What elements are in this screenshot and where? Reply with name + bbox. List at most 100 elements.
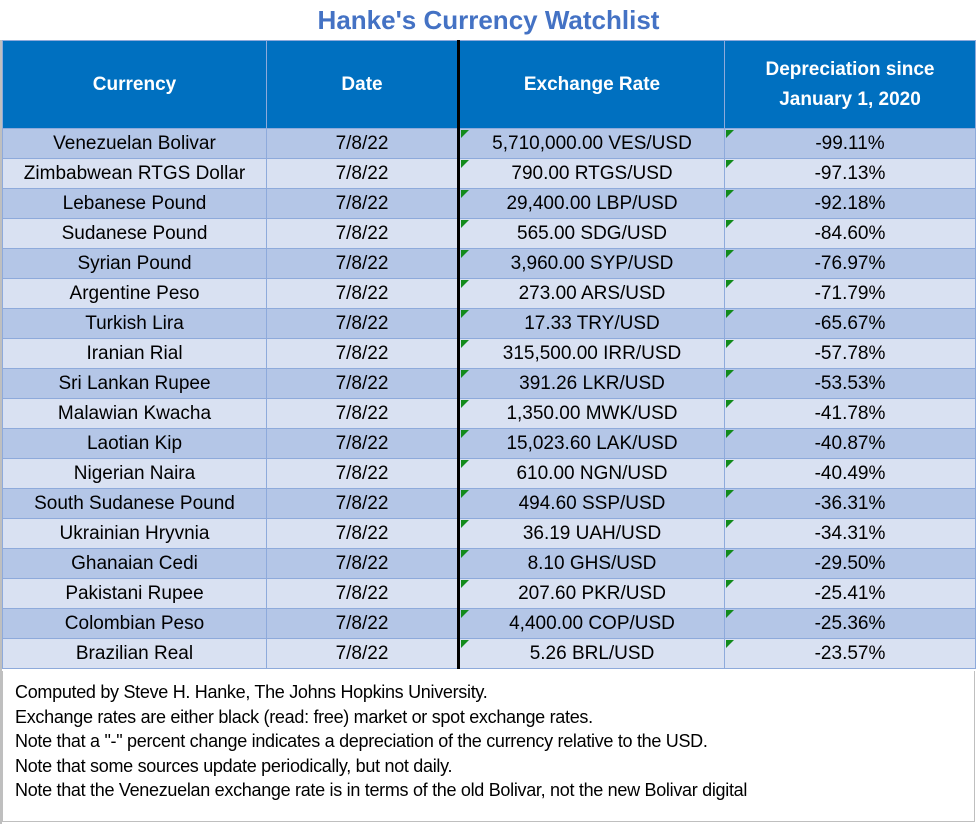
- cell-currency[interactable]: Sudanese Pound: [2, 218, 267, 249]
- cell-date-text: 7/8/22: [335, 253, 389, 274]
- cell-depreciation[interactable]: -29.50%: [724, 548, 976, 579]
- cell-date[interactable]: 7/8/22: [266, 428, 459, 459]
- error-indicator-icon: [726, 160, 734, 168]
- error-indicator-icon: [726, 520, 734, 528]
- note-line: Note that a "-" percent change indicates…: [15, 731, 708, 751]
- cell-exchange-rate[interactable]: 15,023.60 LAK/USD: [457, 428, 725, 459]
- cell-date[interactable]: 7/8/22: [266, 218, 459, 249]
- cell-date[interactable]: 7/8/22: [266, 278, 459, 309]
- cell-exchange-rate[interactable]: 391.26 LKR/USD: [457, 368, 725, 399]
- error-indicator-icon: [726, 190, 734, 198]
- cell-depreciation[interactable]: -36.31%: [724, 488, 976, 519]
- cell-depreciation[interactable]: -57.78%: [724, 338, 976, 369]
- table-row: Nigerian Naira 7/8/22 610.00 NGN/USD -40.49…: [2, 458, 976, 489]
- cell-exchange-rate[interactable]: 790.00 RTGS/USD: [457, 158, 725, 189]
- cell-date-text: 7/8/22: [335, 433, 389, 454]
- cell-date[interactable]: 7/8/22: [266, 398, 459, 429]
- cell-depreciation[interactable]: -97.13%: [724, 158, 976, 189]
- cell-date[interactable]: 7/8/22: [266, 518, 459, 549]
- error-indicator-icon: [726, 310, 734, 318]
- cell-depreciation[interactable]: -23.57%: [724, 638, 976, 669]
- cell-depreciation-text: -65.67%: [814, 313, 886, 334]
- cell-exchange-rate[interactable]: 29,400.00 LBP/USD: [457, 188, 725, 219]
- cell-exchange-rate[interactable]: 17.33 TRY/USD: [457, 308, 725, 339]
- cell-depreciation-text: -29.50%: [814, 553, 886, 574]
- cell-date[interactable]: 7/8/22: [266, 158, 459, 189]
- cell-exchange-rate[interactable]: 3,960.00 SYP/USD: [457, 248, 725, 279]
- cell-currency[interactable]: Zimbabwean RTGS Dollar: [2, 158, 267, 189]
- cell-date[interactable]: 7/8/22: [266, 188, 459, 219]
- table-row: South Sudanese Pound 7/8/22 494.60 SSP/USD…: [2, 488, 976, 519]
- cell-exchange-rate[interactable]: 273.00 ARS/USD: [457, 278, 725, 309]
- sheet-edge: [0, 40, 2, 824]
- cell-depreciation[interactable]: -92.18%: [724, 188, 976, 219]
- cell-exchange-rate-text: 391.26 LKR/USD: [519, 373, 665, 394]
- cell-currency-text: Malawian Kwacha: [57, 403, 212, 424]
- cell-date-text: 7/8/22: [335, 643, 389, 664]
- cell-date[interactable]: 7/8/22: [266, 128, 459, 159]
- cell-exchange-rate[interactable]: 4,400.00 COP/USD: [457, 608, 725, 639]
- cell-currency[interactable]: Malawian Kwacha: [2, 398, 267, 429]
- cell-depreciation[interactable]: -53.53%: [724, 368, 976, 399]
- cell-currency-text: Syrian Pound: [77, 253, 192, 274]
- table-row: Malawian Kwacha 7/8/22 1,350.00 MWK/USD -41…: [2, 398, 976, 429]
- cell-currency[interactable]: Turkish Lira: [2, 308, 267, 339]
- cell-currency[interactable]: Nigerian Naira: [2, 458, 267, 489]
- cell-currency[interactable]: Sri Lankan Rupee: [2, 368, 267, 399]
- cell-date-text: 7/8/22: [335, 553, 389, 574]
- cell-currency-text: Zimbabwean RTGS Dollar: [23, 163, 246, 184]
- cell-date-text: 7/8/22: [335, 403, 389, 424]
- cell-date[interactable]: 7/8/22: [266, 638, 459, 669]
- cell-date[interactable]: 7/8/22: [266, 458, 459, 489]
- cell-exchange-rate[interactable]: 610.00 NGN/USD: [457, 458, 725, 489]
- cell-depreciation[interactable]: -76.97%: [724, 248, 976, 279]
- cell-exchange-rate-text: 5.26 BRL/USD: [529, 643, 655, 664]
- cell-exchange-rate[interactable]: 5.26 BRL/USD: [457, 638, 725, 669]
- cell-currency[interactable]: Brazilian Real: [2, 638, 267, 669]
- cell-date[interactable]: 7/8/22: [266, 548, 459, 579]
- cell-exchange-rate[interactable]: 207.60 PKR/USD: [457, 578, 725, 609]
- cell-date[interactable]: 7/8/22: [266, 368, 459, 399]
- cell-currency[interactable]: Venezuelan Bolivar: [2, 128, 267, 159]
- cell-exchange-rate[interactable]: 5,710,000.00 VES/USD: [457, 128, 725, 159]
- cell-depreciation[interactable]: -40.49%: [724, 458, 976, 489]
- header-currency[interactable]: Currency: [2, 40, 267, 129]
- cell-currency[interactable]: Syrian Pound: [2, 248, 267, 279]
- cell-depreciation-text: -40.87%: [814, 433, 886, 454]
- header-date[interactable]: Date: [266, 40, 459, 129]
- cell-currency[interactable]: Iranian Rial: [2, 338, 267, 369]
- cell-currency[interactable]: Colombian Peso: [2, 608, 267, 639]
- cell-currency[interactable]: South Sudanese Pound: [2, 488, 267, 519]
- cell-depreciation[interactable]: -84.60%: [724, 218, 976, 249]
- cell-currency[interactable]: Laotian Kip: [2, 428, 267, 459]
- cell-depreciation[interactable]: -25.36%: [724, 608, 976, 639]
- cell-date[interactable]: 7/8/22: [266, 608, 459, 639]
- cell-currency[interactable]: Argentine Peso: [2, 278, 267, 309]
- cell-currency[interactable]: Ukrainian Hryvnia: [2, 518, 267, 549]
- cell-currency[interactable]: Ghanaian Cedi: [2, 548, 267, 579]
- header-depreciation-line1: Depreciation since: [765, 58, 935, 80]
- cell-depreciation[interactable]: -99.11%: [724, 128, 976, 159]
- cell-exchange-rate[interactable]: 565.00 SDG/USD: [457, 218, 725, 249]
- cell-exchange-rate[interactable]: 36.19 UAH/USD: [457, 518, 725, 549]
- header-exchange-rate[interactable]: Exchange Rate: [457, 40, 725, 129]
- cell-depreciation[interactable]: -40.87%: [724, 428, 976, 459]
- cell-exchange-rate[interactable]: 8.10 GHS/USD: [457, 548, 725, 579]
- cell-exchange-rate[interactable]: 1,350.00 MWK/USD: [457, 398, 725, 429]
- cell-date[interactable]: 7/8/22: [266, 488, 459, 519]
- error-indicator-icon: [461, 640, 469, 648]
- cell-date[interactable]: 7/8/22: [266, 338, 459, 369]
- cell-depreciation[interactable]: -25.41%: [724, 578, 976, 609]
- cell-date[interactable]: 7/8/22: [266, 308, 459, 339]
- cell-depreciation[interactable]: -41.78%: [724, 398, 976, 429]
- cell-currency[interactable]: Lebanese Pound: [2, 188, 267, 219]
- cell-date[interactable]: 7/8/22: [266, 578, 459, 609]
- header-depreciation[interactable]: Depreciation since January 1, 2020: [724, 40, 976, 129]
- cell-date[interactable]: 7/8/22: [266, 248, 459, 279]
- cell-exchange-rate[interactable]: 494.60 SSP/USD: [457, 488, 725, 519]
- cell-depreciation[interactable]: -34.31%: [724, 518, 976, 549]
- cell-exchange-rate[interactable]: 315,500.00 IRR/USD: [457, 338, 725, 369]
- cell-depreciation[interactable]: -65.67%: [724, 308, 976, 339]
- cell-depreciation[interactable]: -71.79%: [724, 278, 976, 309]
- cell-currency[interactable]: Pakistani Rupee: [2, 578, 267, 609]
